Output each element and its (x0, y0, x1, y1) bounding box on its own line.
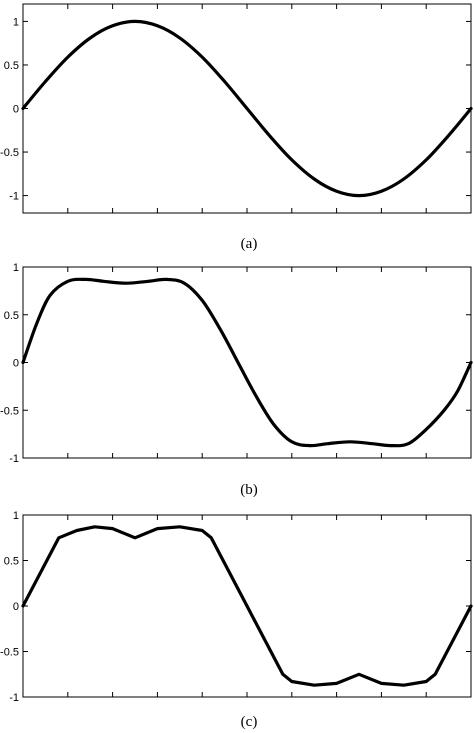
y-tick-label: -0.5 (0, 647, 19, 659)
y-tick-label: -1 (9, 191, 19, 203)
panel-caption: (a) (241, 236, 258, 252)
y-tick-label: -1 (9, 692, 19, 704)
y-tick-label: -0.5 (0, 147, 19, 159)
y-tick-label: 0.5 (4, 556, 19, 568)
chart-panel-1: 1 0.5 0 -0.5 -1 (a) (0, 3, 473, 252)
y-tick-label: 1 (13, 16, 19, 28)
y-tick-label: -0.5 (0, 405, 19, 417)
series-line-1 (21, 19, 473, 198)
y-tick-label: -1 (9, 453, 19, 465)
y-tick-label: 0 (13, 104, 19, 116)
chart-panel-2: 1 0.5 0 -0.5 -1 (b) (0, 262, 473, 498)
panel-caption: (c) (241, 714, 258, 730)
y-tick-label: 0.5 (4, 60, 19, 72)
y-tick-label: 0 (13, 601, 19, 613)
plot-frame (22, 266, 472, 459)
series-line-1 (21, 525, 473, 687)
y-tick-label: 0.5 (4, 310, 19, 322)
y-tick-label: 1 (13, 262, 19, 274)
chart-panel-3: 1 0.5 0 -0.5 -1 (c) (0, 510, 473, 730)
y-tick-label: 1 (13, 510, 19, 522)
y-tick-label: 0 (13, 358, 19, 370)
series-line-1 (21, 277, 473, 448)
panel-caption: (b) (240, 482, 258, 498)
